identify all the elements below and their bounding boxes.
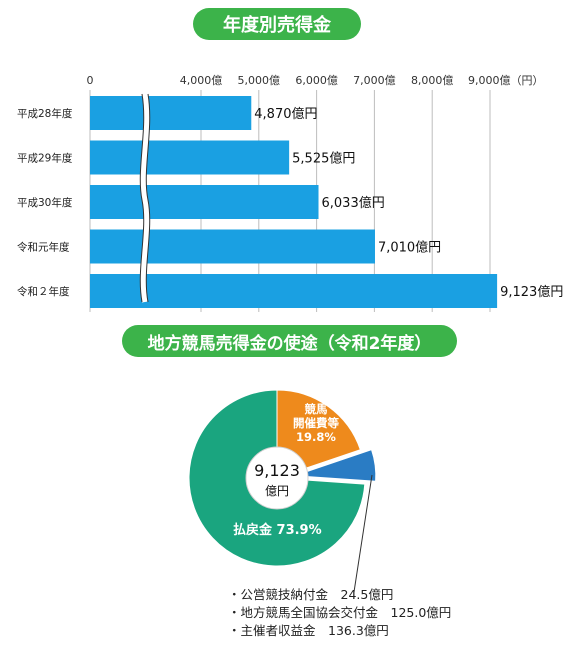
x-tick-label: 7,000億 xyxy=(353,74,396,87)
y-category-label: 平成30年度 xyxy=(17,196,73,209)
bar xyxy=(90,229,375,264)
x-tick-label: 5,000億 xyxy=(238,74,281,87)
pie-slice-label: 競馬 xyxy=(305,402,328,416)
pie-center-unit: 億円 xyxy=(265,484,289,498)
pie-chart-title: 地方競馬売得金の使途（令和2年度） xyxy=(122,325,457,357)
x-tick-label: 9,000億（円） xyxy=(468,74,544,87)
note-item: ・主催者収益金 136.3億円 xyxy=(228,623,389,638)
bar-chart-title: 年度別売得金 xyxy=(193,8,361,40)
bar-data-label: 6,033億円 xyxy=(322,195,385,211)
bar-data-label: 9,123億円 xyxy=(500,284,563,300)
bar xyxy=(90,185,319,219)
x-tick-label: 6,000億 xyxy=(295,74,338,87)
bar-data-label: 7,010億円 xyxy=(378,240,441,256)
axis-break-line xyxy=(139,93,145,303)
pie-slice-label: 払戻金 73.9% xyxy=(233,522,322,538)
y-category-label: 平成28年度 xyxy=(17,107,73,120)
y-category-label: 令和元年度 xyxy=(17,241,70,254)
pie-center xyxy=(245,446,309,510)
axis-break-gap xyxy=(140,93,150,303)
pie-notes: ・公営競技納付金 24.5億円 ・地方競馬全国協会交付金 125.0億円 ・主催… xyxy=(228,586,451,640)
y-category-label: 平成29年度 xyxy=(17,152,73,165)
x-tick-label: 0 xyxy=(87,74,94,87)
x-tick-label: 8,000億 xyxy=(411,74,454,87)
bar xyxy=(90,96,252,130)
bar xyxy=(90,140,290,175)
pie-center-value: 9,123 xyxy=(254,461,300,480)
note-item: ・公営競技納付金 24.5億円 xyxy=(228,587,394,602)
bar-data-label: 4,870億円 xyxy=(254,106,317,122)
bar-data-label: 5,525億円 xyxy=(292,151,355,167)
pie-slice-label: 19.8% xyxy=(296,430,336,444)
x-tick-label: 4,000億 xyxy=(180,74,223,87)
pie-slice xyxy=(294,449,377,482)
pie-slice-label: 開催費等 xyxy=(293,416,339,430)
note-item: ・地方競馬全国協会交付金 125.0億円 xyxy=(228,605,452,620)
bar xyxy=(90,274,498,308)
axis-break-line xyxy=(145,93,151,303)
leader-line xyxy=(353,474,373,593)
y-category-label: 令和２年度 xyxy=(17,285,70,298)
